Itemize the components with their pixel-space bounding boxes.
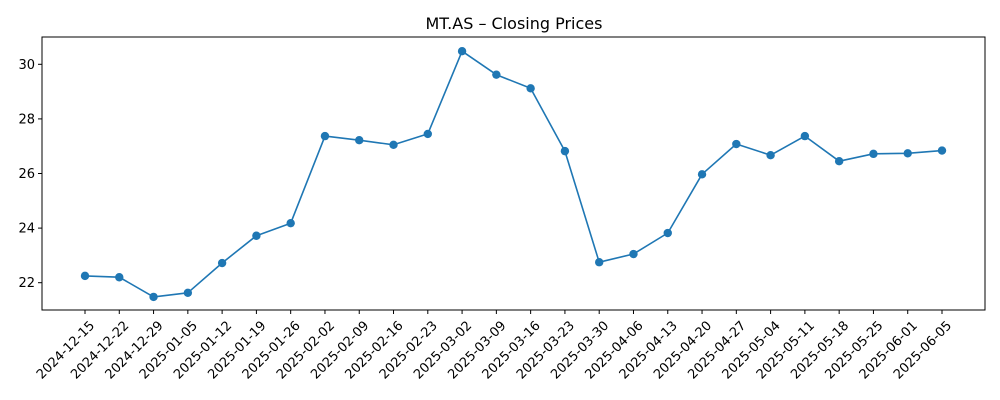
data-point [629,249,638,259]
data-point [423,129,432,139]
data-point [183,288,193,298]
data-point [149,292,158,302]
data-point [800,131,810,141]
series-line [84,50,943,298]
data-point [457,46,467,56]
data-point [320,131,330,141]
data-point [492,70,501,79]
data-point [732,139,741,149]
data-point [595,258,604,267]
y-tick-label: 30 [18,58,35,73]
data-point [663,228,672,238]
plot-area: 22242628302024-12-152024-12-222024-12-29… [18,36,986,382]
data-point [389,140,398,150]
plot-frame [41,36,986,311]
data-point [560,146,570,156]
data-point [252,231,261,240]
data-point [80,271,90,281]
chart-title: MT.AS – Closing Prices [426,14,603,33]
data-point [286,218,295,228]
y-tick-label: 22 [18,276,35,291]
data-point [869,149,878,159]
y-tick-label: 28 [18,112,35,127]
data-point [937,146,947,155]
y-tick-label: 26 [18,167,35,182]
data-point [766,151,775,160]
data-point [834,157,844,166]
data-point [115,273,124,282]
y-tick-label: 24 [18,222,35,237]
data-point [526,84,535,93]
data-point [697,170,707,179]
data-point [355,135,364,145]
data-point [903,149,912,158]
data-point [217,258,227,268]
